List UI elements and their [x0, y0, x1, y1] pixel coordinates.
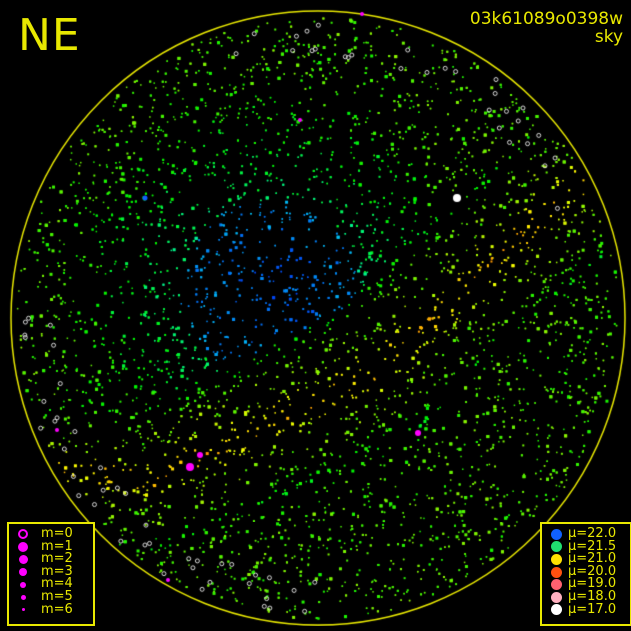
magnitude-label: m=5 — [41, 588, 73, 604]
brightness-label: μ=21.5 — [568, 538, 617, 554]
brightness-legend-item: μ=20.0 — [548, 563, 624, 579]
brightness-swatch-icon — [548, 553, 564, 565]
brightness-legend-item: μ=22.0 — [548, 526, 624, 541]
brightness-swatch-icon — [548, 566, 564, 578]
magnitude-label: m=6 — [41, 601, 73, 617]
image-id: 03k61089o0398w — [469, 9, 623, 29]
brightness-legend-item: μ=21.5 — [548, 538, 624, 554]
image-type: sky — [594, 27, 623, 47]
brightness-swatch-icon — [548, 541, 564, 553]
magnitude-symbol-icon — [15, 568, 31, 577]
image-title: 03k61089o0398w sky — [470, 10, 623, 46]
direction-label: NE — [18, 10, 81, 61]
brightness-label: μ=18.0 — [568, 588, 617, 604]
magnitude-legend-item: m=3 — [15, 563, 87, 579]
brightness-swatch-icon — [548, 579, 564, 591]
magnitude-legend-item: m=1 — [15, 538, 87, 554]
magnitude-symbol-icon — [15, 541, 31, 552]
magnitude-label: m=3 — [41, 563, 73, 579]
magnitude-legend-item: m=4 — [15, 578, 87, 591]
magnitude-label: m=0 — [41, 526, 73, 541]
brightness-label: μ=22.0 — [568, 526, 617, 541]
brightness-legend: μ=22.0 μ=21.5 μ=21.0 μ=20.0 μ=19.0 μ=18.0 μ=17… — [540, 522, 631, 626]
brightness-legend-item: μ=18.0 — [548, 588, 624, 604]
brightness-legend-item: μ=19.0 — [548, 578, 624, 591]
magnitude-legend-item: m=2 — [15, 551, 87, 567]
magnitude-symbol-icon — [15, 608, 31, 612]
brightness-label: μ=17.0 — [568, 601, 617, 617]
magnitude-label: m=4 — [41, 576, 73, 592]
magnitude-legend-item: m=5 — [15, 588, 87, 604]
brightness-swatch-icon — [548, 604, 564, 616]
magnitude-label: m=2 — [41, 551, 73, 567]
magnitude-legend-item: m=6 — [15, 601, 87, 617]
brightness-legend-item: μ=21.0 — [548, 551, 624, 567]
magnitude-legend: m=0 m=1 m=2 m=3 m=4 m=5 m=6 — [7, 522, 95, 626]
brightness-swatch-icon — [548, 591, 564, 603]
magnitude-label: m=1 — [41, 538, 73, 554]
brightness-swatch-icon — [548, 528, 564, 540]
magnitude-symbol-icon — [15, 554, 31, 564]
magnitude-symbol-icon — [15, 529, 31, 540]
brightness-label: μ=21.0 — [568, 551, 617, 567]
magnitude-legend-item: m=0 — [15, 526, 87, 541]
magnitude-symbol-icon — [15, 594, 31, 600]
brightness-label: μ=19.0 — [568, 576, 617, 592]
brightness-label: μ=20.0 — [568, 563, 617, 579]
brightness-legend-item: μ=17.0 — [548, 601, 624, 617]
magnitude-symbol-icon — [15, 581, 31, 588]
